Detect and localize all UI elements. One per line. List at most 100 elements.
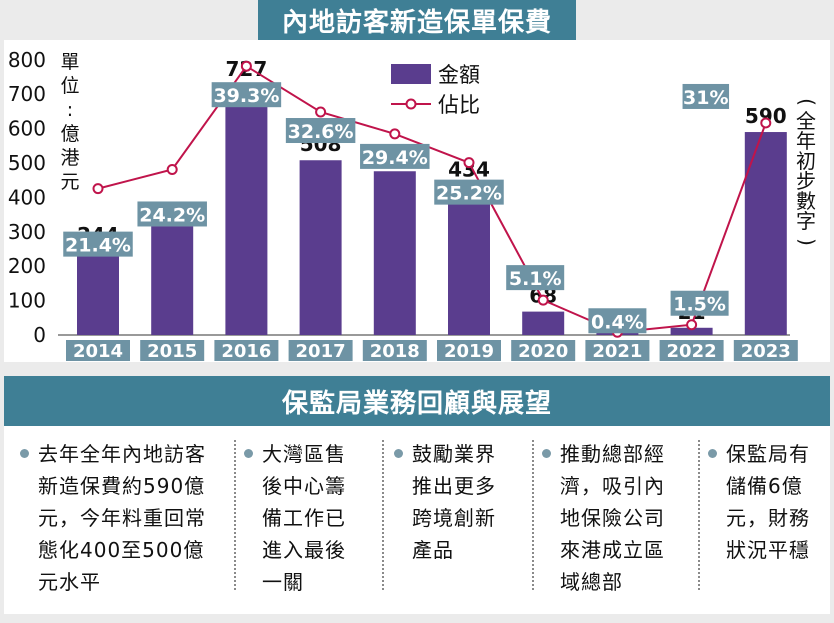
x-tick-label: 2017 [296, 341, 346, 362]
bullet-item-4: 推動總部經濟，吸引內地保險公司來港成立區域總部 [542, 438, 684, 598]
share-label-box [285, 118, 356, 144]
x-tick-label: 2020 [518, 341, 568, 362]
note-2023-char: ) [795, 238, 819, 246]
share-point [315, 106, 327, 118]
bullets-area [4, 426, 830, 614]
share-label-box [588, 308, 647, 334]
share-label: 5.1% [509, 268, 562, 290]
share-annotation: (首三季) [681, 183, 730, 198]
x-tick-label: 2016 [221, 341, 271, 362]
note-2023-char: 數 [796, 189, 816, 213]
year-label-box [214, 340, 279, 361]
share-point [760, 117, 772, 129]
share-point [389, 128, 401, 140]
divider [698, 440, 700, 590]
share-label: 0.4% [591, 311, 644, 333]
year-label-box [437, 340, 501, 361]
bullet-dot-icon [542, 449, 551, 458]
divider [532, 440, 534, 590]
bar-2017 [299, 160, 342, 335]
x-tick-label: 2022 [667, 341, 717, 362]
y-tick-label: 500 [8, 151, 46, 175]
share-label: 29.4% [362, 147, 428, 169]
bar-2015 [151, 226, 194, 335]
y-tick-label: 100 [8, 289, 46, 313]
share-label: 25.2% [436, 183, 502, 205]
divider [382, 440, 384, 590]
share-label-box [670, 290, 729, 316]
y-tick-label: 800 [8, 48, 46, 72]
bullet-text: 去年全年內地訪客新造保費約590億元，今年料重回常態化400至500億元水平 [38, 442, 206, 594]
unit-label-char: 元 [60, 171, 79, 193]
x-tick-label: 2014 [73, 341, 123, 362]
bullet-item-5: 保監局有儲備6億元，財務狀況平穩 [708, 438, 826, 566]
bar-2023 [744, 132, 787, 335]
note-2023-char: 步 [796, 169, 816, 193]
y-tick-label: 300 [8, 220, 46, 244]
year-label-box [511, 340, 576, 361]
bar-2018 [373, 171, 416, 335]
bullet-dot-icon [20, 449, 29, 458]
y-tick-label: 0 [33, 323, 46, 347]
x-tick-label: 2021 [592, 341, 642, 362]
legend-line-label: 佔比 [438, 93, 480, 117]
section-title: 保監局業務回顧與展望 [4, 376, 830, 426]
unit-label-char: 億 [60, 123, 79, 145]
bullet-dot-icon [244, 449, 253, 458]
legend-bar-swatch [391, 64, 431, 84]
share-label-box [211, 82, 282, 108]
share-label: 21.4% [65, 235, 131, 257]
note-2023-char: 全 [796, 109, 816, 133]
year-label-box [585, 340, 650, 361]
x-tick-label: 2019 [444, 341, 494, 362]
legend-line-marker [405, 98, 417, 110]
x-tick-label: 2023 [741, 341, 791, 362]
share-point [686, 319, 698, 331]
share-label: 1.5% [673, 294, 726, 316]
note-2023-char: 初 [796, 149, 816, 173]
bar-2014 [77, 251, 119, 335]
share-point [166, 163, 178, 175]
share-point [240, 60, 252, 72]
bullet-text: 推動總部經濟，吸引內地保險公司來港成立區域總部 [560, 442, 665, 594]
share-label-box [63, 231, 133, 257]
bullet-item-3: 鼓勵業界推出更多跨境創新產品 [394, 438, 512, 566]
year-label-box [733, 340, 798, 361]
bar-2020 [522, 311, 565, 335]
note-2023-char: 年 [796, 129, 816, 153]
share-label-box [682, 83, 730, 109]
year-label-box [288, 340, 353, 361]
share-label: 32.6% [288, 121, 354, 143]
bullet-dot-icon [394, 449, 403, 458]
bar-2019 [448, 185, 490, 335]
y-tick-label: 200 [8, 254, 46, 278]
share-label: 39.3% [213, 85, 279, 107]
y-tick-label: 400 [8, 185, 46, 209]
unit-label-char: 位 [60, 75, 79, 97]
chart-title: 內地訪客新造保單保費 [258, 0, 576, 40]
year-label-box [66, 340, 130, 361]
y-tick-label: 600 [8, 117, 46, 141]
bullet-item-2: 大灣區售後中心籌備工作已進入最後一關 [244, 438, 362, 598]
share-label-box [360, 143, 430, 169]
bullet-text: 大灣區售後中心籌備工作已進入最後一關 [262, 442, 346, 594]
bullet-text: 鼓勵業界推出更多跨境創新產品 [412, 442, 496, 562]
bullet-text: 保監局有儲備6億元，財務狀況平穩 [726, 442, 810, 562]
note-2023-char: 字 [796, 209, 816, 233]
share-label-box [506, 265, 565, 291]
legend-bar-label: 金額 [438, 63, 480, 87]
x-tick-label: 2018 [370, 341, 420, 362]
year-label-box [362, 340, 427, 361]
share-label-box [137, 201, 207, 227]
bar-2016 [225, 84, 268, 335]
share-point [92, 183, 104, 195]
share-label: 31% [683, 87, 728, 109]
divider [234, 440, 236, 590]
x-tick-label: 2015 [147, 341, 197, 362]
bullet-dot-icon [708, 449, 717, 458]
share-line [97, 64, 767, 334]
y-tick-label: 700 [8, 82, 46, 106]
share-point [537, 294, 549, 306]
bullet-item-1: 去年全年內地訪客新造保費約590億元，今年料重回常態化400至500億元水平 [20, 438, 218, 598]
